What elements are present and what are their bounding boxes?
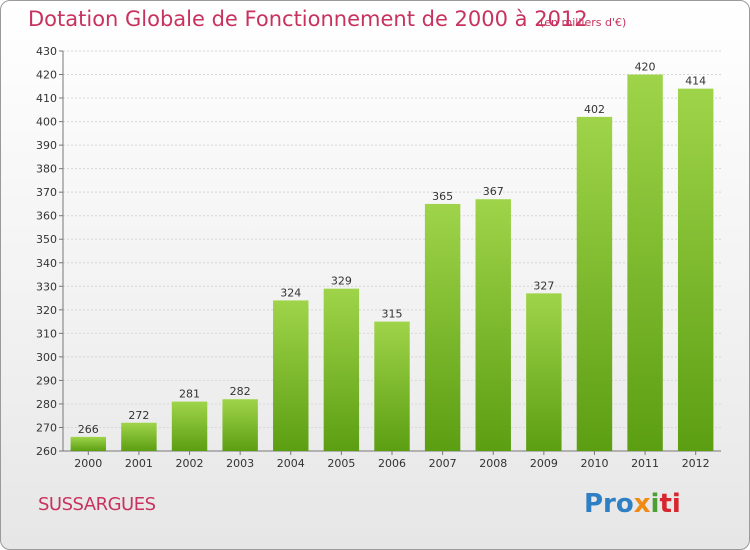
bar-2002[interactable] [171,401,208,451]
bar-value-label: 402 [584,103,605,116]
y-tick-label: 280 [36,398,57,411]
bar-2011[interactable] [627,74,663,451]
chart-title: Dotation Globale de Fonctionnement de 20… [28,7,588,31]
y-tick-label: 370 [36,186,57,199]
y-tick-label: 300 [36,351,57,364]
bar-2003[interactable] [222,399,258,451]
x-tick-label: 2011 [631,457,659,470]
bar-2008[interactable] [475,199,511,451]
x-tick-label: 2001 [125,457,153,470]
bar-value-label: 272 [128,409,149,422]
bar-value-label: 420 [635,61,656,74]
bar-2009[interactable] [526,293,562,451]
y-tick-label: 340 [36,257,57,270]
y-tick-label: 310 [36,327,57,340]
y-tick-label: 270 [36,421,57,434]
chart-subtitle: (en milliers d'€) [540,16,627,29]
bar-2001[interactable] [121,422,157,451]
x-tick-label: 2002 [176,457,204,470]
bar-2010[interactable] [576,116,613,451]
y-tick-label: 400 [36,116,57,129]
y-tick-label: 260 [36,445,57,458]
x-tick-label: 2004 [277,457,305,470]
logo-part-1: Pro [584,489,634,519]
logo-part-2: x [633,489,651,519]
y-tick-label: 430 [36,45,57,58]
commune-name: SUSSARGUES [38,494,156,515]
y-tick-label: 420 [36,69,57,82]
bar-value-label: 315 [382,308,403,321]
bar-2000[interactable] [70,436,107,451]
bar-2007[interactable] [424,203,461,451]
y-tick-label: 320 [36,304,57,317]
y-tick-label: 380 [36,163,57,176]
x-tick-label: 2005 [327,457,355,470]
x-tick-label: 2007 [429,457,457,470]
y-tick-label: 410 [36,92,57,105]
bar-2004[interactable] [273,300,309,451]
logo-part-3: i [650,489,660,519]
bar-2012[interactable] [677,88,714,451]
x-tick-label: 2010 [580,457,608,470]
x-tick-label: 2006 [378,457,406,470]
y-tick-label: 390 [36,139,57,152]
x-tick-label: 2000 [74,457,102,470]
x-tick-label: 2008 [479,457,507,470]
x-tick-label: 2012 [682,457,710,470]
proxiti-logo[interactable]: Proxiti [584,489,681,519]
y-tick-label: 360 [36,210,57,223]
bar-value-label: 282 [230,385,251,398]
y-tick-label: 350 [36,233,57,246]
bar-value-label: 414 [685,75,706,88]
bar-value-label: 327 [533,279,554,292]
bar-value-label: 324 [280,286,301,299]
x-tick-label: 2003 [226,457,254,470]
bar-2006[interactable] [374,321,410,451]
logo-part-4: ti [659,489,681,519]
y-tick-label: 290 [36,374,57,387]
x-tick-label: 2009 [530,457,558,470]
bar-value-label: 329 [331,275,352,288]
bar-2005[interactable] [323,288,360,451]
bar-value-label: 367 [483,185,504,198]
bar-value-label: 365 [432,190,453,203]
y-tick-label: 330 [36,280,57,293]
bar-value-label: 281 [179,388,200,401]
bar-value-label: 266 [78,423,99,436]
